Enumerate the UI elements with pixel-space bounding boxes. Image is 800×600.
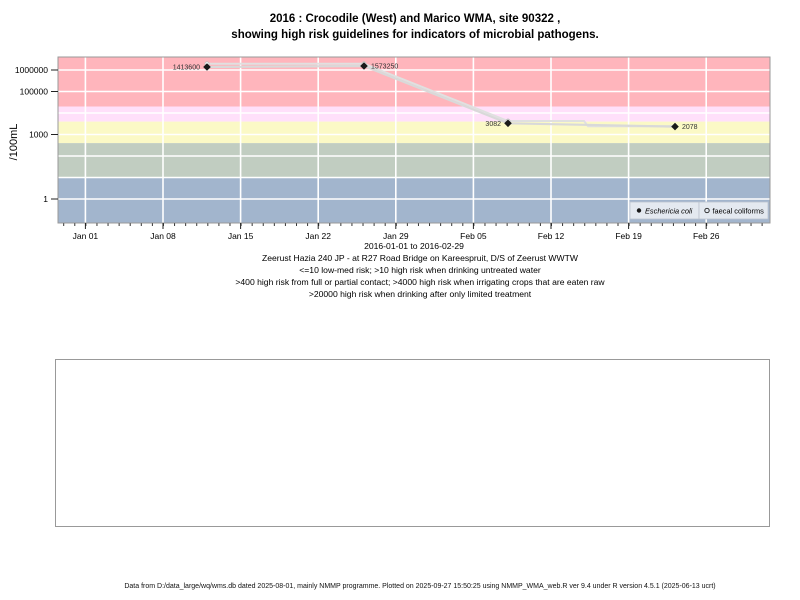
diamond-marker [203, 63, 211, 71]
x-tick-label: Feb 26 [693, 231, 720, 241]
band-plum [58, 106, 770, 122]
caption-risk-1: <=10 low-med risk; >10 high risk when dr… [299, 265, 541, 275]
point-label: 1573250 [371, 64, 398, 71]
x-tick-label: Jan 08 [150, 231, 176, 241]
point-label: 2078 [682, 124, 698, 131]
band-green [58, 143, 770, 178]
x-tick-label: Jan 29 [383, 231, 409, 241]
caption-block: Zeerust Hazia 240 JP - at R27 Road Bridg… [30, 252, 800, 300]
open-circle-icon [704, 207, 710, 214]
band-pink [58, 57, 770, 107]
x-tick-label: Jan 15 [228, 231, 254, 241]
y-tick-label: 1000 [29, 130, 48, 140]
band-yellow [58, 121, 770, 144]
gridlines [58, 57, 770, 223]
panel-border [57, 56, 771, 224]
filled-dot-icon [636, 208, 642, 213]
diamond-marker [360, 62, 368, 70]
empty-plot-placeholder [55, 359, 770, 527]
ecoli-line [206, 64, 676, 128]
y-axis-labels: 1000000 100000 1000 1 [15, 65, 48, 204]
chart-title: 2016 : Crocodile (West) and Marico WMA, … [30, 11, 800, 43]
ecoli-points [203, 62, 679, 131]
y-axis-title: /100mL [8, 124, 20, 161]
x-tick-label: Jan 01 [73, 231, 99, 241]
legend-label-faecal: faecal coliforms [713, 206, 765, 215]
point-label: 1413600 [173, 65, 200, 72]
caption-risk-2: >400 high risk from full or partial cont… [235, 277, 605, 287]
caption-site: Zeerust Hazia 240 JP - at R27 Road Bridg… [261, 253, 579, 263]
diamond-marker [671, 122, 679, 131]
y-tick-label: 1000000 [15, 65, 48, 75]
chart-title-line1: 2016 : Crocodile (West) and Marico WMA, … [269, 13, 561, 25]
x-tick-label: Feb 12 [538, 231, 565, 241]
x-tick-label: Jan 22 [305, 231, 331, 241]
y-tick-label: 1 [43, 194, 48, 204]
point-label: 3082 [485, 121, 501, 128]
chart-title-line2: showing high risk guidelines for indicat… [231, 29, 599, 41]
y-tick-label: 100000 [20, 87, 49, 97]
y-axis-ticks [51, 69, 58, 200]
footer-text: Data from D:/data_large/wq/wms.db dated … [124, 583, 716, 590]
chart-legend: Eschericia coli faecal coliforms [629, 201, 769, 220]
x-axis-title: 2016-01-01 to 2016-02-29 [364, 241, 464, 250]
caption-risk-3: >20000 high risk when drinking after onl… [308, 289, 532, 299]
point-labels: 1413600 1573250 3082 2078 [173, 64, 698, 132]
legend-box-faecal [698, 201, 769, 220]
risk-bands [58, 57, 770, 223]
diamond-marker [504, 119, 512, 128]
legend-label-ecoli: Eschericia coli [645, 206, 693, 215]
x-axis-major-ticks [84, 223, 707, 229]
chart-panel: 1413600 1573250 3082 2078 1000000 100000… [8, 56, 771, 250]
x-tick-label: Feb 19 [615, 231, 642, 241]
x-tick-label: Feb 05 [460, 231, 487, 241]
x-axis-labels: Jan 01 Jan 08 Jan 15 Jan 22 Jan 29 Feb 0… [73, 231, 720, 241]
